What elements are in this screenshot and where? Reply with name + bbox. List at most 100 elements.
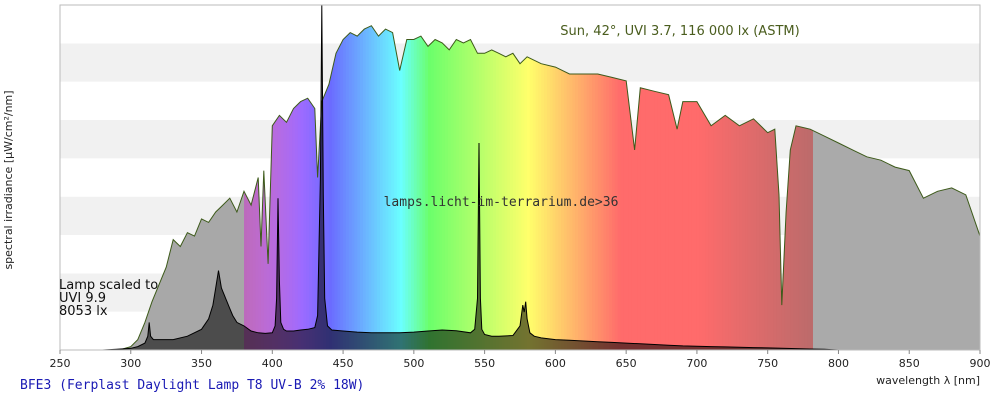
spectrum-strip xyxy=(688,25,692,350)
spectrum-strip xyxy=(730,25,735,350)
spectrum-strip xyxy=(430,25,435,350)
spectrum-strip xyxy=(490,25,494,350)
spectrum-strip xyxy=(861,25,865,350)
spectrum-strip xyxy=(345,25,350,350)
y-axis-title: spectral irradiance [µW/cm²/nm] xyxy=(2,90,15,269)
spectrum-strip xyxy=(340,25,344,350)
spectrum-strip xyxy=(561,25,565,350)
spectrum-strip xyxy=(827,25,831,350)
sun-series-label: Sun, 42°, UVI 3.7, 116 000 lx (ASTM) xyxy=(560,24,799,39)
spectrum-strip xyxy=(863,25,868,350)
spectrum-strip xyxy=(716,25,721,350)
spectrum-strip xyxy=(495,25,500,350)
spectrum-strip xyxy=(303,25,307,350)
spectrum-strip xyxy=(388,25,392,350)
spectrum-strip xyxy=(493,25,497,350)
spectrum-strip xyxy=(464,25,469,350)
spectrum-strip xyxy=(745,25,749,350)
x-tick-label: 350 xyxy=(191,357,212,370)
spectrum-strip xyxy=(323,25,327,350)
spectrum-strip xyxy=(583,25,588,350)
lamp-label-line2: UVI 9.9 xyxy=(59,291,106,306)
spectrum-strip xyxy=(374,25,378,350)
spectrum-strip xyxy=(798,25,803,350)
spectrum-strip xyxy=(609,25,613,350)
spectrum-strip xyxy=(787,25,791,350)
spectrum-strip xyxy=(368,25,372,350)
x-tick-label: 250 xyxy=(50,357,71,370)
x-tick-label: 500 xyxy=(403,357,424,370)
spectrum-strip xyxy=(538,25,542,350)
x-tick-label: 550 xyxy=(474,357,495,370)
spectrum-strip xyxy=(753,25,757,350)
spectrum-strip xyxy=(311,25,316,350)
spectrum-strip xyxy=(849,25,854,350)
spectrum-strip xyxy=(643,25,647,350)
spectrum-strip xyxy=(272,25,276,350)
spectrum-strip xyxy=(535,25,539,350)
spectrum-strip xyxy=(532,25,537,350)
spectrum-strip xyxy=(617,25,622,350)
spectrum-strip xyxy=(623,25,627,350)
spectrum-strip xyxy=(906,25,910,350)
spectrum-strip xyxy=(286,25,290,350)
spectrum-strip xyxy=(436,25,440,350)
x-tick-label: 600 xyxy=(545,357,566,370)
spectrum-strip xyxy=(631,25,636,350)
spectrum-strip xyxy=(317,25,322,350)
spectrum-strip xyxy=(807,25,811,350)
x-tick-label: 750 xyxy=(757,357,778,370)
spectrum-strip xyxy=(365,25,370,350)
spectrum-strip xyxy=(501,25,506,350)
spectrum-strip xyxy=(328,25,333,350)
spectrum-strip xyxy=(476,25,480,350)
spectrum-strip xyxy=(422,25,426,350)
spectrum-strip xyxy=(662,25,667,350)
spectrum-strip xyxy=(914,25,919,350)
spectrum-strip xyxy=(657,25,661,350)
spectrum-strip xyxy=(592,25,596,350)
spectrum-strip xyxy=(337,25,341,350)
spectrum-strip xyxy=(713,25,718,350)
spectrum-strip xyxy=(699,25,704,350)
grid-band xyxy=(60,5,980,44)
spectrum-strip xyxy=(416,25,421,350)
spectrum-strip xyxy=(563,25,568,350)
spectrum-strip xyxy=(886,25,891,350)
spectrum-strip xyxy=(541,25,545,350)
spectrum-strip xyxy=(351,25,355,350)
spectrum-strip xyxy=(719,25,723,350)
spectrum-strip xyxy=(708,25,712,350)
spectrum-strip xyxy=(385,25,389,350)
x-tick-label: 850 xyxy=(899,357,920,370)
spectrum-strip xyxy=(912,25,916,350)
spectrum-strip xyxy=(773,25,777,350)
spectrum-strip xyxy=(515,25,520,350)
spectrum-strip xyxy=(255,25,259,350)
sun-spectrum-line xyxy=(119,25,980,350)
spectrum-strip xyxy=(413,25,418,350)
spectrum-strip xyxy=(903,25,907,350)
spectrum-strip xyxy=(796,25,800,350)
spectrum-strip xyxy=(377,25,381,350)
spectrum-strip xyxy=(694,25,698,350)
spectrum-strip xyxy=(450,25,455,350)
spectrum-strip xyxy=(614,25,619,350)
spectrum-strip xyxy=(428,25,432,350)
spectrum-strip xyxy=(379,25,384,350)
spectrum-strip xyxy=(810,25,814,350)
spectrum-strip xyxy=(600,25,605,350)
spectrum-strip xyxy=(544,25,548,350)
spectrum-strip xyxy=(314,25,319,350)
spectrum-strip xyxy=(900,25,905,350)
spectrum-strip xyxy=(815,25,820,350)
plot-frame xyxy=(59,4,981,351)
spectrum-strip xyxy=(801,25,806,350)
spectrum-strip xyxy=(878,25,882,350)
spectrum-strip xyxy=(402,25,406,350)
spectrum-strip xyxy=(453,25,457,350)
spectrum-strip xyxy=(869,25,874,350)
spectrum-strip xyxy=(498,25,503,350)
spectrum-strip xyxy=(504,25,508,350)
spectrum-strip xyxy=(824,25,828,350)
